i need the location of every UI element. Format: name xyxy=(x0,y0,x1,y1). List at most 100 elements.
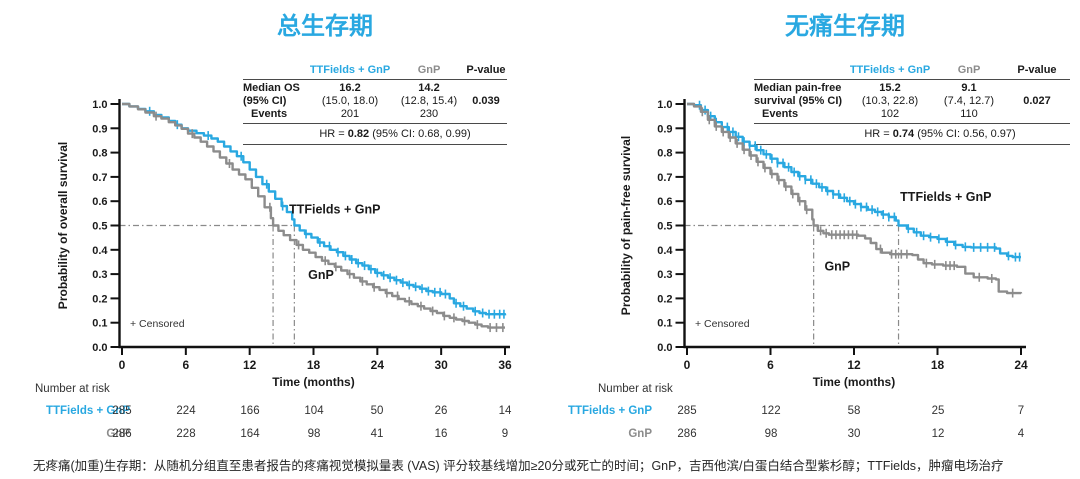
pain-free-km-plot: 1.0 0.9 0.8 0.7 0.6 0.5 0.4 0.3 0.2 0.1 0.0 0 6 12 18 2… xyxy=(619,99,1028,389)
stats-col-pvalue: P-value xyxy=(1017,64,1057,76)
x-tick-label: 6 xyxy=(767,358,774,372)
risk-count: 285 xyxy=(112,405,132,417)
stats-divider xyxy=(243,144,507,145)
x-axis-title: Time (months) xyxy=(813,375,895,389)
risk-count: 9 xyxy=(501,428,509,440)
y-tick-label: 0.6 xyxy=(92,196,107,208)
risk-count: 16 xyxy=(434,428,448,440)
risk-count: 7 xyxy=(1017,405,1025,417)
risk-count: 41 xyxy=(370,428,384,440)
y-tick-label: 0.1 xyxy=(657,318,672,330)
curve-label-ttfields-gnp: TTFields + GnP xyxy=(900,190,991,204)
footnote-caption: 无疼痛(加重)生存期：从随机分组直至患者报告的疼痛视觉模拟量表 (VAS) 评分… xyxy=(33,459,1004,473)
curve-label-gnp: GnP xyxy=(824,259,850,273)
x-tick-label: 0 xyxy=(119,358,126,372)
os-stats-table: TTFields + GnP GnP P-value Median OS 16.… xyxy=(243,64,507,147)
censored-legend: + Censored xyxy=(130,318,185,330)
x-tick-label: 24 xyxy=(1014,358,1028,372)
median-pfs-ttfields: 15.2 xyxy=(879,82,901,94)
x-tick-label: 12 xyxy=(847,358,861,372)
hazard-ratio-line: HR = 0.74 (95% CI: 0.56, 0.97) xyxy=(864,128,1016,140)
risk-count: 30 xyxy=(847,428,861,440)
y-tick-label: 0.0 xyxy=(657,342,672,354)
y-tick-label: 0.6 xyxy=(657,196,672,208)
x-tick-label: 18 xyxy=(307,358,321,372)
median-os-label: Median OS xyxy=(243,82,300,94)
y-axis-title: Probability of overall survival xyxy=(56,142,70,309)
y-tick-label: 0.4 xyxy=(657,245,673,257)
os-km-plot: 1.0 0.9 0.8 0.7 0.6 0.5 0.4 0.3 0.2 0.1 0.0 0 6 12 18 2… xyxy=(56,99,512,389)
y-tick-label: 0.3 xyxy=(657,269,672,281)
events-gnp: 230 xyxy=(419,108,439,120)
km-curve-gnp xyxy=(122,102,505,329)
y-tick-label: 0.7 xyxy=(657,172,672,184)
events-label: Events xyxy=(251,108,288,120)
risk-count: 228 xyxy=(176,428,196,440)
risk-count: 12 xyxy=(931,428,945,440)
stats-divider xyxy=(754,79,1070,80)
x-axis-title: Time (months) xyxy=(272,375,354,389)
ci-gnp: (7.4, 12.7) xyxy=(943,95,995,107)
risk-row-label: GnP xyxy=(106,428,130,440)
pvalue: 0.027 xyxy=(1023,95,1051,107)
risk-count: 286 xyxy=(112,428,132,440)
risk-count: 98 xyxy=(307,428,321,440)
stats-col-ttfields-gnp: TTFields + GnP xyxy=(849,64,931,76)
km-curve-gnp xyxy=(687,102,1023,295)
pain-free-chart-title: 无痛生存期 xyxy=(785,13,905,40)
y-tick-label: 0.0 xyxy=(92,342,107,354)
risk-count: 285 xyxy=(677,405,697,417)
os-chart-title: 总生存期 xyxy=(277,13,373,40)
y-tick-label: 0.2 xyxy=(92,293,107,305)
curve-label-gnp: GnP xyxy=(308,268,334,282)
x-tick-label: 24 xyxy=(371,358,385,372)
risk-count: 25 xyxy=(931,405,945,417)
risk-count: 286 xyxy=(677,428,697,440)
y-tick-label: 0.2 xyxy=(657,293,672,305)
stats-col-pvalue: P-value xyxy=(466,64,506,76)
x-tick-label: 0 xyxy=(684,358,691,372)
stats-col-gnp: GnP xyxy=(417,64,441,76)
risk-count: 4 xyxy=(1017,428,1025,440)
y-tick-label: 0.7 xyxy=(92,172,107,184)
risk-count: 104 xyxy=(304,405,324,417)
ci-ttfields: (15.0, 18.0) xyxy=(321,95,379,107)
risk-row-label: GnP xyxy=(628,428,652,440)
stats-divider xyxy=(754,123,1070,124)
x-tick-label: 12 xyxy=(243,358,257,372)
risk-count: 224 xyxy=(176,405,196,417)
risk-count: 50 xyxy=(370,405,384,417)
pvalue: 0.039 xyxy=(472,95,500,107)
risk-row-label: TTFields + GnP xyxy=(45,405,130,417)
median-os-ci-label: (95% CI) xyxy=(243,95,287,107)
risk-count: 26 xyxy=(434,405,448,417)
stats-divider xyxy=(243,79,507,80)
risk-count: 164 xyxy=(240,428,260,440)
median-os-ttfields: 16.2 xyxy=(339,82,361,94)
x-tick-label: 36 xyxy=(498,358,512,372)
median-pfs-gnp: 9.1 xyxy=(961,82,977,94)
y-tick-label: 0.5 xyxy=(657,221,672,233)
x-tick-label: 30 xyxy=(434,358,448,372)
ci-gnp: (12.8, 15.4) xyxy=(400,95,458,107)
x-tick-label: 18 xyxy=(931,358,945,372)
y-tick-label: 0.8 xyxy=(92,148,107,160)
events-ttfields: 102 xyxy=(880,108,900,120)
hazard-ratio-line: HR = 0.82 (95% CI: 0.68, 0.99) xyxy=(319,128,471,140)
events-gnp: 110 xyxy=(960,108,978,120)
y-tick-label: 0.3 xyxy=(92,269,107,281)
risk-count: 58 xyxy=(847,405,861,417)
risk-count: 14 xyxy=(498,405,512,417)
y-tick-label: 1.0 xyxy=(92,99,107,111)
risk-count: 98 xyxy=(764,428,778,440)
median-pfs-ci-label: survival (95% CI) xyxy=(754,95,843,107)
x-tick-label: 6 xyxy=(182,358,189,372)
y-tick-label: 0.8 xyxy=(657,148,672,160)
median-os-gnp: 14.2 xyxy=(418,82,440,94)
y-tick-label: 0.4 xyxy=(92,245,108,257)
y-axis-title: Probability of pain-free survival xyxy=(619,136,633,315)
pain-free-stats-table: TTFields + GnP GnP P-value Median pain-f… xyxy=(754,64,1070,147)
ci-ttfields: (10.3, 22.8) xyxy=(861,95,919,107)
curve-label-ttfields-gnp: TTFields + GnP xyxy=(289,202,380,216)
censored-legend: + Censored xyxy=(695,318,750,330)
